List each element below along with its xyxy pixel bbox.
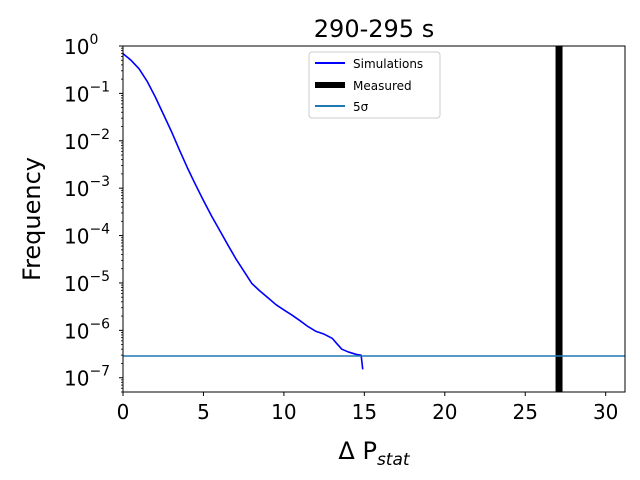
x-tick-label: 15	[352, 400, 377, 424]
x-axis-label: Δ Pstat	[338, 437, 410, 470]
y-tick-label: 10−6	[64, 316, 110, 343]
simulations-line	[122, 53, 364, 370]
legend-box	[308, 51, 441, 119]
y-tick-label: 10−7	[64, 364, 110, 391]
y-axis-label: Frequency	[18, 157, 46, 281]
chart-title: 290-295 s	[314, 15, 434, 43]
y-tick-label: 10−1	[64, 79, 110, 106]
y-tick-label: 10−4	[64, 222, 110, 249]
y-tick-label: 10−5	[64, 269, 110, 296]
x-tick-label: 5	[197, 400, 210, 424]
x-tick-label: 20	[432, 400, 457, 424]
legend: Simulations Measured 5σ	[308, 51, 441, 119]
y-tick-label: 10−2	[64, 127, 110, 154]
x-axis-label-subscript: stat	[377, 450, 411, 470]
y-axis-ticks: 100 10−1 10−2 10−3 10−4 10−5 10−6 10−7	[64, 32, 123, 393]
x-tick-label: 10	[271, 400, 296, 424]
legend-label-simulations: Simulations	[353, 57, 423, 71]
x-tick-label: 30	[593, 400, 618, 424]
x-tick-label: 25	[513, 400, 538, 424]
y-tick-label: 100	[64, 32, 98, 59]
y-tick-label: 10−3	[64, 174, 110, 201]
plot-area	[122, 46, 625, 392]
x-axis-ticks: 0 5 10 15 20 25 30	[117, 392, 618, 424]
axes-frame	[122, 45, 626, 393]
x-tick-label: 0	[117, 400, 130, 424]
legend-label-measured: Measured	[353, 79, 412, 93]
x-axis-label-main: Δ P	[338, 437, 377, 465]
legend-label-5sigma: 5σ	[353, 100, 369, 114]
